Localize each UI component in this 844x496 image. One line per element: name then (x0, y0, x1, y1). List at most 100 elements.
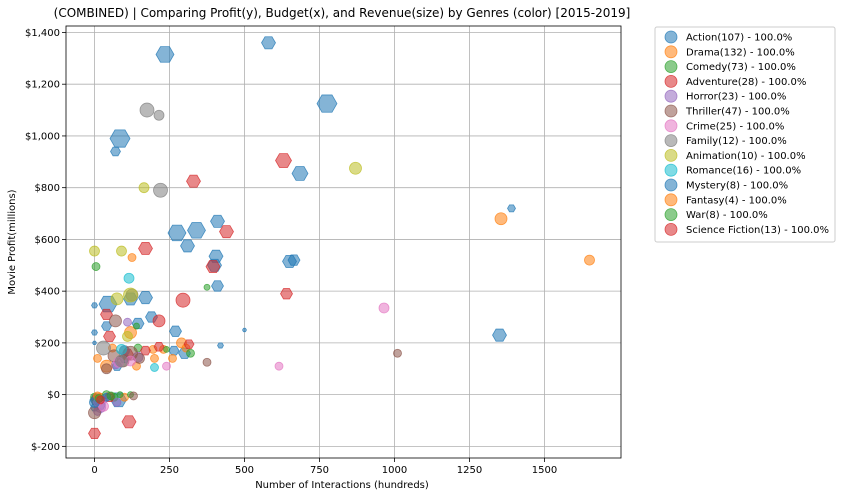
data-point (138, 291, 153, 305)
legend-label: Action(107) - 100.0% (686, 33, 792, 44)
data-point (175, 292, 191, 308)
data-point (168, 354, 177, 363)
data-point (217, 342, 224, 349)
legend-label: Mystery(8) - 100.0% (686, 181, 788, 192)
y-tick-label: $-200 (31, 442, 60, 453)
legend-marker (664, 104, 678, 118)
x-tick-label: 250 (160, 465, 179, 476)
x-tick-label: 1000 (382, 465, 407, 476)
legend-label: War(8) - 100.0% (686, 210, 768, 221)
data-point (219, 225, 234, 239)
legend-item: Action(107) - 100.0% (664, 30, 792, 44)
data-point (101, 321, 112, 331)
data-point (91, 262, 101, 271)
data-point (152, 314, 166, 328)
data-point (92, 340, 97, 346)
legend-marker (664, 178, 678, 192)
series-9 (116, 272, 159, 372)
data-point (123, 272, 135, 284)
data-point (584, 254, 595, 266)
y-axis-label: Movie Profit(millions) (7, 189, 18, 294)
data-point (110, 292, 124, 306)
data-point (187, 222, 206, 239)
legend-marker (664, 163, 678, 177)
data-point (139, 102, 155, 118)
data-point (167, 224, 187, 242)
legend-marker (664, 30, 678, 44)
y-tick-label: $0 (47, 390, 60, 401)
data-point (261, 36, 276, 50)
data-point (274, 361, 284, 371)
data-point (316, 94, 338, 113)
data-point (168, 345, 180, 356)
legend-marker (664, 45, 678, 59)
legend-label: Horror(23) - 100.0% (686, 92, 786, 103)
y-tick-label: $1,000 (25, 131, 60, 142)
series-13 (96, 292, 191, 405)
data-point (96, 340, 111, 356)
legend-item: Animation(10) - 100.0% (664, 148, 806, 162)
data-points (88, 36, 595, 440)
legend: Action(107) - 100.0% Drama(132) - 100.0% C… (654, 26, 836, 243)
data-point (140, 345, 151, 356)
data-point (280, 288, 293, 300)
y-tick-label: $800 (35, 183, 60, 194)
legend-marker (664, 89, 678, 103)
data-point (109, 129, 131, 148)
data-point (138, 241, 153, 255)
data-point (242, 327, 247, 333)
data-point (96, 395, 105, 405)
data-point (494, 212, 508, 226)
legend-frame (654, 26, 836, 243)
data-point (162, 361, 171, 371)
legend-item: Comedy(73) - 100.0% (664, 60, 796, 73)
data-point (507, 204, 516, 213)
y-tick-label: $400 (35, 287, 60, 298)
legend-item: Romance(16) - 100.0% (664, 163, 801, 177)
data-point (180, 239, 195, 253)
data-point (183, 339, 195, 349)
x-axis-label: Number of Interactions (hundreds) (255, 480, 429, 491)
series-1 (93, 212, 595, 402)
data-point (349, 161, 362, 175)
data-point (282, 254, 297, 268)
legend-label: Adventure(28) - 100.0% (686, 77, 806, 88)
legend-marker (664, 75, 678, 88)
data-point (122, 331, 133, 342)
x-tick-label: 750 (310, 465, 329, 476)
data-point (116, 245, 127, 257)
series-8 (89, 161, 362, 342)
plot-frame (65, 25, 622, 459)
data-point (186, 348, 195, 358)
data-point (205, 260, 221, 274)
data-point (150, 363, 159, 372)
legend-label: Family(12) - 100.0% (686, 136, 787, 147)
data-point (153, 342, 165, 352)
y-tick-label: $1,400 (25, 28, 60, 39)
data-point (88, 427, 101, 440)
data-point (89, 245, 100, 257)
data-point (210, 214, 225, 228)
y-tick-label: $600 (35, 235, 60, 246)
data-point (115, 354, 128, 368)
legend-marker (664, 60, 678, 73)
data-point (116, 391, 124, 399)
legend-marker (664, 208, 678, 222)
legend-label: Comedy(73) - 100.0% (686, 62, 796, 73)
data-point (123, 287, 138, 303)
data-point (133, 322, 140, 330)
data-point (127, 253, 137, 262)
legend-label: Crime(25) - 100.0% (686, 121, 784, 132)
x-ticks: 0 250 500 750 1000 1250 1500 (91, 458, 557, 476)
legend-item: Horror(23) - 100.0% (664, 89, 786, 103)
legend-marker (664, 119, 678, 133)
data-point (163, 345, 170, 353)
data-point (109, 314, 122, 328)
data-point (112, 397, 122, 407)
legend-label: Animation(10) - 100.0% (686, 151, 806, 162)
grid-lines (66, 26, 621, 458)
legend-item: Mystery(8) - 100.0% (664, 178, 788, 192)
data-point (150, 354, 159, 363)
data-point (129, 391, 138, 401)
